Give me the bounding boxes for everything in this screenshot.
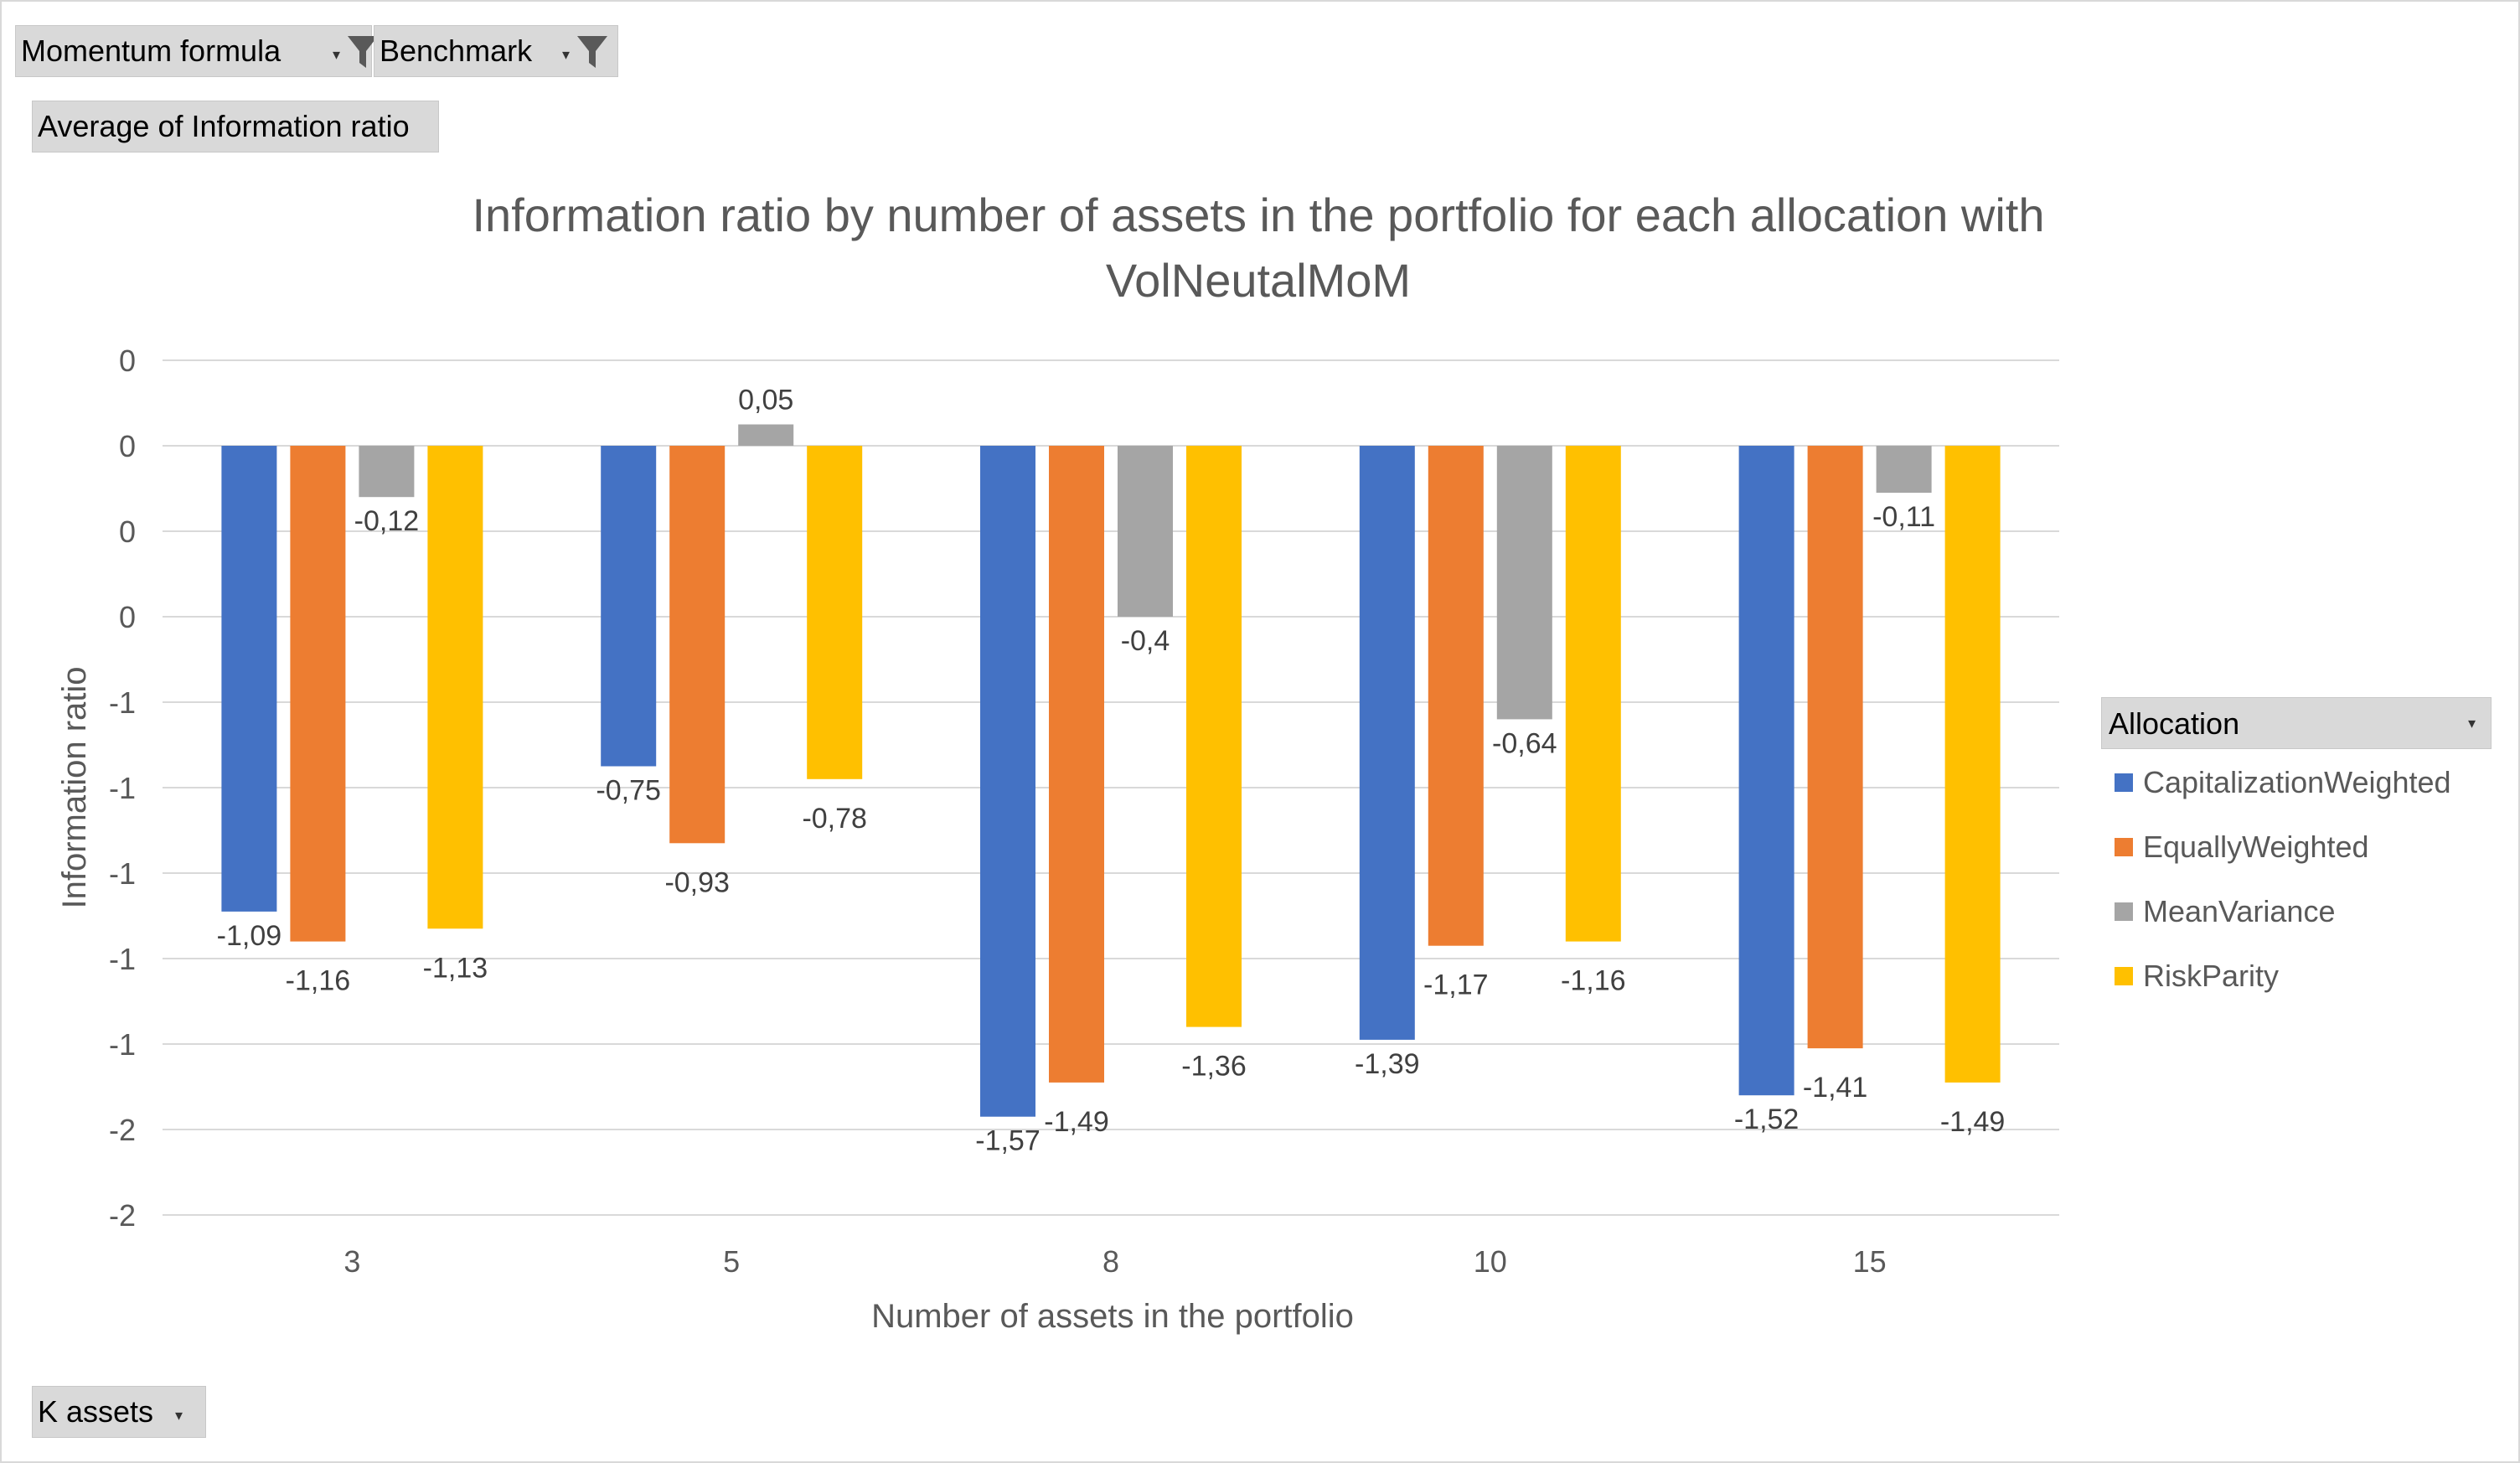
y-tick-label: -2 bbox=[109, 1198, 136, 1233]
x-axis-title: Number of assets in the portfolio bbox=[871, 1298, 1354, 1335]
bar-meanvariance-10[interactable] bbox=[1496, 446, 1552, 720]
y-tick-label: -1 bbox=[109, 771, 136, 805]
bar-meanvariance-5[interactable] bbox=[738, 424, 794, 447]
y-tick-label: 0 bbox=[119, 344, 136, 378]
bar-capitalizationweighted-10[interactable] bbox=[1359, 446, 1415, 1040]
bar-riskparity-5[interactable] bbox=[807, 446, 863, 779]
legend-swatch bbox=[2115, 967, 2133, 985]
data-label: -1,16 bbox=[286, 965, 351, 997]
legend-field-button[interactable]: Allocation ▾ bbox=[2101, 697, 2492, 749]
legend-swatch bbox=[2115, 902, 2133, 921]
legend-field-label: Allocation bbox=[2109, 706, 2240, 741]
y-tick-label: -2 bbox=[109, 1113, 136, 1147]
dropdown-arrow-icon: ▾ bbox=[562, 46, 571, 63]
y-tick-label: 0 bbox=[119, 514, 136, 549]
legend-label: EquallyWeighted bbox=[2143, 830, 2369, 864]
dropdown-arrow-icon: ▾ bbox=[333, 46, 341, 63]
legend-swatch bbox=[2115, 838, 2133, 856]
data-label: -0,11 bbox=[1872, 501, 1935, 533]
data-label: -0,12 bbox=[354, 505, 420, 537]
y-tick-label: 0 bbox=[119, 429, 136, 463]
data-labels: -1,09-1,16-0,12-1,13-0,75-0,930,05-0,78-… bbox=[217, 385, 2006, 1157]
bar-capitalizationweighted-8[interactable] bbox=[980, 446, 1035, 1117]
bar-riskparity-8[interactable] bbox=[1186, 446, 1242, 1027]
y-tick-label: 0 bbox=[119, 600, 136, 634]
bar-capitalizationweighted-5[interactable] bbox=[601, 446, 657, 767]
bar-equallyweighted-15[interactable] bbox=[1807, 446, 1863, 1049]
y-tick-label: -1 bbox=[109, 942, 136, 976]
data-label: -1,57 bbox=[975, 1125, 1041, 1157]
bar-capitalizationweighted-15[interactable] bbox=[1738, 446, 1794, 1096]
legend-swatch bbox=[2115, 773, 2133, 792]
bar-riskparity-15[interactable] bbox=[1944, 446, 2001, 1083]
data-label: -1,36 bbox=[1181, 1051, 1247, 1083]
bar-capitalizationweighted-3[interactable] bbox=[221, 446, 277, 912]
axes: 0 0 0 0 -1 -1 -1 -1 -1 -2 -2 3 5 8 10 15 bbox=[109, 344, 1887, 1279]
axis-field-label: K assets bbox=[38, 1394, 154, 1429]
dropdown-arrow-icon: ▾ bbox=[2467, 715, 2476, 732]
data-label: -1,52 bbox=[1734, 1104, 1800, 1135]
data-label: -1,49 bbox=[1940, 1106, 2006, 1138]
data-label: -1,13 bbox=[423, 952, 488, 984]
bar-equallyweighted-10[interactable] bbox=[1428, 446, 1484, 946]
data-label: -0,75 bbox=[596, 775, 661, 807]
momentum-formula-filter-button[interactable]: Momentum formula ▾ bbox=[15, 25, 378, 77]
legend-item-riskparity[interactable]: RiskParity bbox=[2115, 956, 2279, 996]
value-field-label: Average of Information ratio bbox=[38, 109, 410, 143]
legend-label: MeanVariance bbox=[2143, 894, 2336, 928]
data-label: -0,78 bbox=[802, 803, 867, 835]
data-label: -1,09 bbox=[217, 920, 282, 952]
y-axis-title: Information ratio bbox=[56, 666, 93, 908]
legend-item-capitalizationweighted[interactable]: CapitalizationWeighted bbox=[2115, 763, 2451, 803]
bar-meanvariance-15[interactable] bbox=[1876, 446, 1932, 494]
bar-equallyweighted-3[interactable] bbox=[290, 446, 346, 942]
y-tick-label: -1 bbox=[109, 856, 136, 891]
legend-label: CapitalizationWeighted bbox=[2143, 765, 2451, 799]
chart-title-line-2: VolNeutalMoM bbox=[1106, 254, 1411, 307]
momentum-formula-label: Momentum formula bbox=[21, 34, 281, 68]
legend-item-equallyweighted[interactable]: EquallyWeighted bbox=[2115, 827, 2369, 867]
bar-riskparity-3[interactable] bbox=[427, 446, 483, 929]
data-label: -0,64 bbox=[1492, 727, 1557, 759]
bars bbox=[221, 424, 2001, 1117]
data-label: -1,49 bbox=[1044, 1106, 1109, 1138]
benchmark-label: Benchmark bbox=[380, 34, 533, 68]
bar-meanvariance-8[interactable] bbox=[1118, 446, 1173, 617]
data-label: -0,4 bbox=[1121, 625, 1170, 657]
x-tick-label: 8 bbox=[1102, 1244, 1119, 1279]
data-label: -1,16 bbox=[1561, 965, 1626, 997]
data-label: -1,39 bbox=[1355, 1048, 1420, 1080]
filter-funnel-icon bbox=[348, 36, 378, 68]
value-field-button[interactable]: Average of Information ratio bbox=[32, 101, 439, 153]
data-label: 0,05 bbox=[738, 385, 793, 416]
y-tick-label: -1 bbox=[109, 685, 136, 720]
chart-title: Information ratio by number of assets in… bbox=[472, 189, 2045, 241]
legend-item-meanvariance[interactable]: MeanVariance bbox=[2115, 892, 2335, 932]
dropdown-arrow-icon: ▾ bbox=[175, 1407, 183, 1424]
data-label: -1,17 bbox=[1423, 969, 1489, 1001]
filter-funnel-icon bbox=[577, 36, 607, 68]
x-tick-label: 10 bbox=[1474, 1244, 1507, 1279]
x-tick-label: 3 bbox=[343, 1244, 360, 1279]
legend-label: RiskParity bbox=[2143, 959, 2280, 993]
bar-meanvariance-3[interactable] bbox=[359, 446, 415, 498]
benchmark-filter-button[interactable]: Benchmark ▾ bbox=[374, 25, 618, 77]
bar-equallyweighted-5[interactable] bbox=[669, 446, 726, 844]
axis-field-button[interactable]: K assets ▾ bbox=[32, 1386, 206, 1438]
x-tick-label: 15 bbox=[1853, 1244, 1887, 1279]
data-label: -1,41 bbox=[1803, 1072, 1868, 1104]
bar-riskparity-10[interactable] bbox=[1565, 446, 1621, 942]
y-tick-label: -1 bbox=[109, 1027, 136, 1062]
bar-equallyweighted-8[interactable] bbox=[1049, 446, 1104, 1083]
data-label: -0,93 bbox=[664, 866, 730, 898]
x-tick-label: 5 bbox=[723, 1244, 740, 1279]
